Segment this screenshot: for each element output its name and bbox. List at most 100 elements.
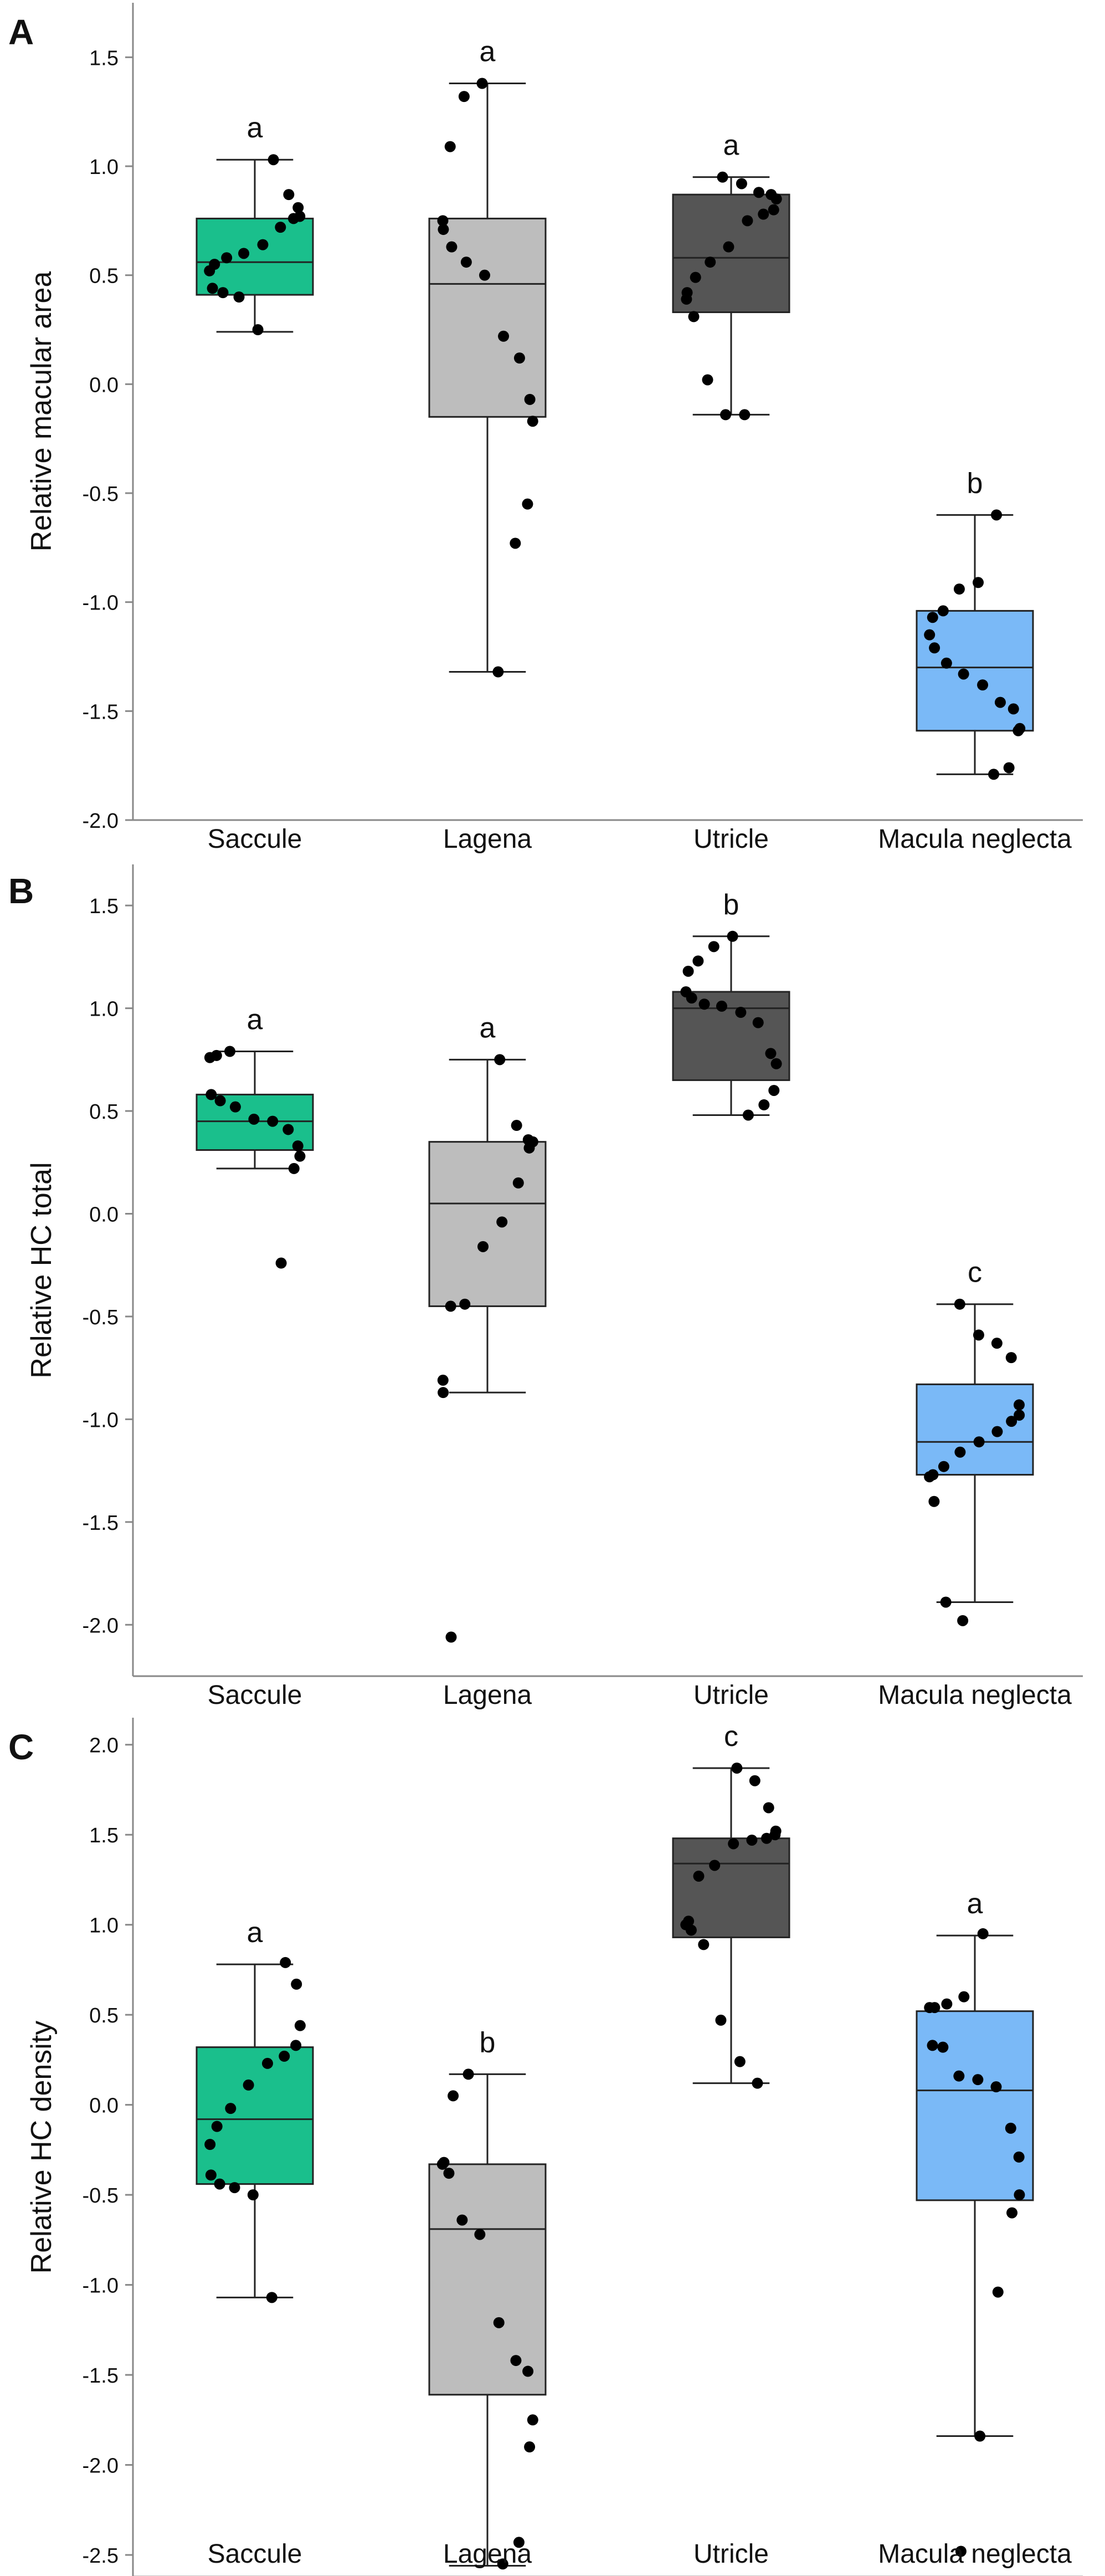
y-axis-title: Relative HC density [25,2021,58,2274]
data-point [937,2041,949,2053]
data-point [221,252,233,264]
data-point [445,1300,456,1312]
data-point [204,1052,215,1063]
data-point [238,248,250,259]
data-point [954,1446,966,1458]
data-point [497,2558,508,2570]
significance-letter: a [480,1012,496,1044]
data-point [288,1162,300,1174]
data-point [685,1924,697,1936]
data-point [207,283,218,294]
data-point [753,187,764,198]
data-point [958,668,969,680]
iqr-box [672,991,790,1081]
panel-c: C -2.5 -2.0 -1.5 -1.0 -0.5 0.0 0.5 1.0 1.5 2.0 Rela… [8,1718,1083,2576]
data-point [513,352,525,364]
data-point [444,141,456,152]
data-point [690,272,701,283]
y-tick-label: 1.5 [89,47,119,70]
data-point [1014,2189,1025,2201]
y-tick-label: 1.0 [89,1914,119,1938]
data-point [456,2214,468,2226]
data-point [758,208,769,220]
y-tick-label: -1.0 [83,1409,119,1432]
data-point [705,257,716,268]
data-point [459,1298,471,1310]
data-point [1008,703,1019,715]
y-tick-label: -2.0 [83,2455,119,2478]
data-point [973,577,984,588]
data-point [746,1834,758,1846]
data-point [928,1496,940,1507]
data-point [973,1436,985,1448]
data-point [752,2077,763,2089]
significance-letter: b [723,889,739,921]
data-point [267,1115,279,1127]
data-point [292,202,304,213]
data-point [698,998,710,1010]
data-point [225,2103,237,2114]
data-point [991,1338,1003,1349]
data-point [686,992,697,1004]
data-point [723,241,734,253]
y-tick-label: -1.5 [83,700,119,724]
data-point [474,2229,486,2240]
data-point [458,91,470,103]
data-point [708,941,719,952]
box-utricle: b [672,889,790,1121]
data-point [709,1860,721,1871]
data-point [1005,1352,1017,1364]
y-tick-label: 1.5 [89,1824,119,1847]
data-point [972,2074,984,2086]
data-point [205,1089,217,1100]
y-tick-label: 1.5 [89,895,119,918]
data-point [217,287,229,299]
data-point [211,2121,223,2132]
significance-letter: a [247,112,263,144]
y-tick-label: -2.5 [83,2544,119,2568]
data-point [498,330,510,342]
data-point [275,1257,287,1269]
data-point [924,629,936,641]
data-point [524,393,536,405]
data-point [698,1939,710,1950]
data-point [702,374,713,386]
data-point [247,2189,259,2201]
box-lagena: a [428,1012,547,1643]
data-point [510,2355,522,2367]
data-point [268,154,279,166]
data-point [681,293,692,305]
data-point [957,1615,969,1626]
significance-letter: a [480,36,496,68]
data-point [973,1329,984,1341]
data-point [275,222,286,233]
y-tick-label: 1.0 [89,998,119,1021]
data-point [736,178,747,190]
data-point [990,2081,1002,2093]
data-point [954,1298,965,1310]
significance-letter: b [967,467,983,499]
data-point [761,1832,773,1844]
data-point [1006,1416,1017,1427]
box-lagena: b [428,2026,547,2570]
x-category-label: Lagena [443,1681,532,1710]
data-point [953,583,965,595]
data-point [266,2292,277,2303]
data-point [282,1124,294,1135]
data-point [492,666,504,678]
data-point [768,1084,780,1096]
iqr-box [916,1383,1034,1476]
data-point [1013,725,1024,736]
data-point [977,1928,989,1939]
data-point [292,1140,304,1152]
iqr-box [428,2163,547,2396]
data-point [929,642,940,654]
panel-a: A -2.0 -1.5 -1.0 -0.5 0.0 0.5 1.0 1.5 Relative ma… [8,3,1083,854]
box-macula-neglecta: c [916,1257,1034,1626]
data-point [1006,2207,1018,2219]
data-point [522,2365,534,2377]
y-tick-label: -1.0 [83,592,119,615]
data-point [527,2414,538,2426]
data-point [476,78,488,89]
data-point [693,1870,705,1882]
